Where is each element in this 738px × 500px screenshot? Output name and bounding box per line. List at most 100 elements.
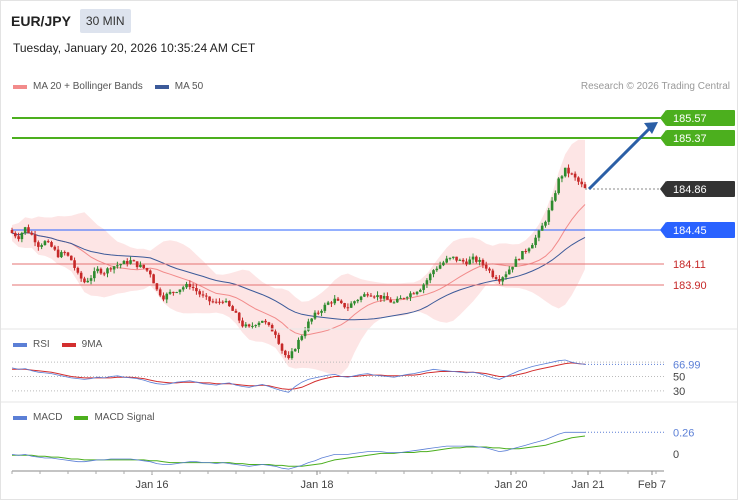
candle-body [307,321,310,331]
candle-body [66,252,70,256]
candle-body [422,284,425,290]
forecast-arrow-line [587,124,654,191]
x-tick-label: Jan 20 [494,479,527,491]
candle-body [231,306,234,311]
legend-macd-signal: MACD Signal [94,412,155,423]
candle-body [514,259,518,267]
candle-body [435,268,439,271]
candle-body [122,261,126,265]
legend-swatch-ma50 [154,84,169,89]
candle-body [106,268,109,274]
x-tick-label: Feb 7 [638,479,666,491]
candle-body [280,343,284,351]
candle-body [498,279,501,282]
candle-body [445,258,448,263]
candle-body [353,301,356,304]
level-pointer-0 [660,110,666,126]
candle-body [10,230,14,234]
legend-9ma: 9MA [81,339,103,350]
candle-body [168,291,172,294]
rsi-level-label-30: 30 [673,386,685,398]
candle-body [392,302,396,304]
rsi-legend: RSI 9MA [13,339,114,350]
legend-swatch-macd [13,415,27,420]
candle-body [395,298,399,303]
candle-body [221,301,225,303]
candle-body [267,322,271,325]
candle-body [554,193,557,201]
candle-body [237,312,241,321]
rsi-ma-line [12,362,586,390]
level-pointer-2 [660,181,666,197]
candle-body [284,350,287,356]
candle-body [17,236,20,240]
rsi-last-label: 66.99 [673,359,701,371]
candle-body [451,256,455,258]
candle-body [46,241,50,243]
candle-body [290,351,294,359]
candle-body [277,334,281,344]
level-label-5: 183.90 [673,280,707,292]
candle-body [152,274,155,284]
candle-body [73,260,76,268]
candle-body [356,299,360,302]
candle-body [33,234,37,243]
candle-body [402,298,406,300]
candle-body [316,312,320,314]
legend-ma50: MA 50 [174,81,204,92]
candle-body [27,227,30,233]
candle-body [53,246,57,250]
timeframe-badge[interactable]: 30 MIN [79,9,131,33]
price-panel: 185.57 185.37 184.86 184.45 184.11 183.90 [1,110,737,403]
candle-body [185,283,188,288]
candle-body [471,256,475,260]
candle-body [517,259,521,261]
chart-header: EUR/JPY 30 MIN [11,9,131,33]
candle-body [491,270,495,278]
candle-body [455,256,458,261]
legend-swatch-macd-signal [74,415,89,420]
candle-body [96,268,99,272]
candle-body [405,297,409,299]
level-label-0: 185.57 [673,113,707,125]
rsi-level-label-50: 50 [673,372,685,384]
candle-body [297,339,300,350]
candle-body [531,245,534,249]
candle-body [534,237,537,246]
candle-body [379,295,383,299]
candle-body [132,260,136,262]
candle-body [30,232,34,235]
candle-body [448,257,452,259]
candle-body [567,167,570,174]
candle-body [149,270,152,275]
candle-body [475,256,478,262]
candle-body [287,355,290,359]
candle-body [570,173,574,175]
candle-body [172,291,175,293]
level-box-1 [666,130,735,146]
price-legend: MA 20 + Bollinger Bands MA 50 [13,81,215,92]
candle-body [56,249,60,258]
candle-body [303,330,307,337]
candle-body [415,291,419,295]
datetime-label: Tuesday, January 20, 2026 10:35:24 AM CE… [13,41,256,55]
candle-body [366,294,369,296]
level-pointer-3 [660,222,666,238]
legend-macd: MACD [33,412,63,423]
candle-body [86,280,90,283]
candle-body [247,324,251,327]
rsi-line [11,359,586,393]
candle-body [428,274,432,281]
legend-ma20: MA 20 + Bollinger Bands [33,81,143,92]
macd-legend: MACD MACD Signal [13,412,166,423]
candle-body [557,178,560,194]
candle-body [191,286,195,289]
candle-body [208,296,211,302]
level-label-3: 184.45 [673,225,707,237]
macd-last-label: 0.26 [673,427,694,439]
candle-body [340,300,343,304]
candle-body [336,298,340,301]
time-axis: Jan 16 Jan 18 Jan 20 Jan 21 Feb 7 [11,470,666,491]
candle-body [158,289,162,296]
